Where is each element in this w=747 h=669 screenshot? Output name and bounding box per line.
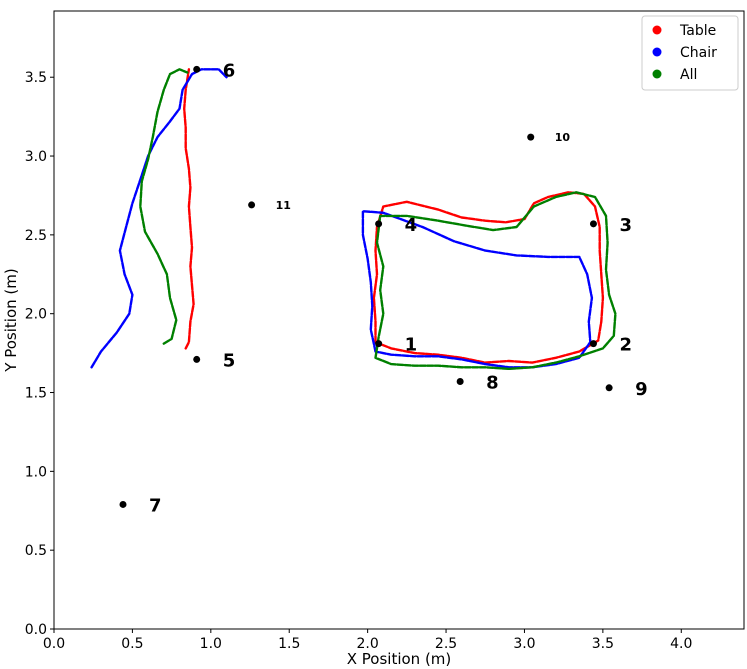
legend-entry-chair: Chair [652,45,717,61]
landmark-point [119,500,127,508]
y-tick-label: 0.5 [25,543,47,559]
landmark-point [456,377,464,385]
legend-marker [652,69,662,79]
landmark-label: 10 [555,131,571,144]
legend-label: Chair [680,45,717,61]
y-tick-label: 1.5 [25,386,47,402]
landmark-label: 7 [149,495,162,516]
trajectory-chair-2 [361,210,594,369]
x-tick-label: 0.0 [43,636,65,652]
x-tick-label: 1.5 [278,636,300,652]
landmark-label: 1 [405,335,418,356]
landmark-label: 5 [223,350,236,371]
legend-label: All [680,67,697,83]
landmark-label: 3 [619,215,632,236]
landmark-label: 11 [276,199,291,212]
y-tick-label: 3.0 [25,149,47,165]
legend-box [641,15,739,91]
landmark-9: 9 [605,379,648,400]
landmark-point [375,220,383,228]
landmark-point [527,133,535,141]
landmark-7: 7 [119,495,162,516]
landmark-3: 3 [589,215,632,236]
trajectory-all-1 [139,68,189,345]
landmark-point [193,355,201,363]
y-axis-label: Y Position (m) [2,268,20,372]
series-chair [90,68,594,369]
legend-entry-all: All [652,67,697,83]
landmark-5: 5 [193,350,235,371]
landmark-point [248,201,256,209]
x-tick-label: 3.5 [592,636,614,652]
landmark-4: 4 [375,215,417,236]
y-tick-label: 3.5 [25,70,47,86]
landmark-point [605,384,613,392]
landmark-2: 2 [589,335,632,356]
trajectory-table-1 [183,68,195,350]
landmark-6: 6 [193,60,235,81]
legend-marker [652,25,662,35]
series-all [139,68,617,371]
legend-marker [652,47,662,57]
landmark-label: 6 [223,60,236,81]
trajectory-chair-1 [90,68,228,369]
x-tick-label: 0.5 [121,636,143,652]
axes-layer: 0.0 0.5 1.0 1.5 2.0 2.5 3.0 3.5 4.0 0.0 0.5 1.0 1.5 2… [25,70,693,652]
x-tick-label: 2.5 [435,636,457,652]
plot-frame [53,10,745,630]
landmark-point [589,340,597,348]
legend-entry-table: Table [652,23,716,39]
landmark-point [193,65,201,73]
y-tick-label: 1.0 [25,464,47,480]
series-layer [90,68,617,371]
trajectory-all-2 [374,191,617,371]
y-tick-label: 2.5 [25,228,47,244]
x-tick-label: 1.0 [200,636,222,652]
landmark-layer: 1 2 3 4 5 6 7 8 9 10 11 [119,60,648,516]
legend: Table Chair All [641,15,739,91]
landmark-label: 9 [635,379,648,400]
landmark-label: 4 [405,215,418,236]
y-tick-label: 2.0 [25,307,47,323]
landmark-point [375,340,383,348]
landmark-label: 2 [619,335,632,356]
y-tick-label: 0.0 [25,622,47,638]
legend-label: Table [679,23,716,39]
landmark-point [589,220,597,228]
x-tick-label: 4.0 [670,636,692,652]
x-axis-label: X Position (m) [347,650,452,668]
landmark-1: 1 [375,335,417,356]
plot-area [53,10,745,630]
x-tick-label: 2.0 [357,636,379,652]
landmark-8: 8 [456,372,499,393]
landmark-10: 10 [527,131,570,144]
landmark-label: 8 [486,372,499,393]
landmark-11: 11 [248,199,291,212]
x-tick-label: 3.0 [513,636,535,652]
